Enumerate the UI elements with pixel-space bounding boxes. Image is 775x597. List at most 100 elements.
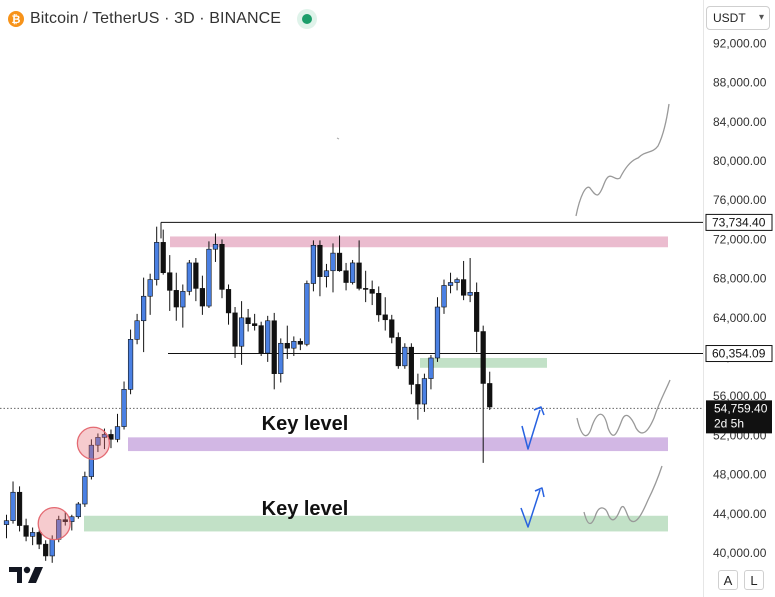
- candle-body: [95, 437, 101, 446]
- projection-arrow: [521, 409, 541, 450]
- key-level-label: Key level: [262, 413, 349, 435]
- candle-body: [23, 525, 29, 537]
- candle-body: [454, 279, 460, 283]
- candle-body: [323, 270, 330, 277]
- key-level-zone-lower: [84, 515, 668, 532]
- projection-arrow: [520, 489, 541, 528]
- candle-body: [460, 279, 467, 296]
- projection-path: [576, 379, 671, 437]
- candle-body: [447, 282, 454, 286]
- candle-body: [154, 242, 160, 280]
- candles-layer: [3, 226, 493, 563]
- candle-body: [441, 285, 447, 308]
- candle-body: [363, 288, 369, 290]
- candle-body: [160, 242, 166, 274]
- price-axis[interactable]: 40,000.0044,000.0048,000.0052,000.0056,0…: [705, 36, 773, 560]
- annotation-layer: Key level Key level: [37, 406, 545, 541]
- candle-body: [238, 317, 245, 347]
- candle-body: [206, 248, 212, 307]
- candle-body: [219, 244, 225, 290]
- candle-body: [225, 289, 232, 314]
- y-tick-label: 80,000.00: [713, 154, 767, 168]
- candle-body: [278, 342, 284, 374]
- chevron-down-icon: ▾: [758, 12, 764, 23]
- candle-body: [408, 346, 414, 385]
- arrow-head: [533, 406, 545, 416]
- candle-body: [245, 317, 251, 324]
- highlight-circle: [76, 426, 111, 460]
- candle-body: [30, 532, 36, 537]
- y-tick-label: 48,000.00: [713, 468, 767, 482]
- currency-select[interactable]: USDT ▾: [706, 6, 770, 30]
- candle-body: [88, 444, 94, 477]
- candle-body: [114, 426, 121, 440]
- market-open-dot-icon: [297, 9, 318, 29]
- candle-body: [467, 292, 473, 296]
- countdown-text: 2d 5h: [714, 416, 744, 430]
- current-price-text: 54,759.40: [714, 401, 768, 415]
- candle-body: [101, 434, 108, 438]
- candle-body: [75, 503, 81, 518]
- y-tick-label: 44,000.00: [713, 507, 767, 521]
- candle-body: [421, 378, 428, 405]
- candle-body: [147, 279, 153, 297]
- tradingview-logo[interactable]: [9, 566, 45, 584]
- candle-body: [167, 272, 173, 291]
- candle-body: [369, 289, 375, 294]
- arrow-head: [534, 487, 545, 498]
- candle-body: [480, 331, 486, 384]
- candle-body: [193, 262, 199, 289]
- projection-path: [583, 465, 663, 525]
- candle-body: [141, 295, 147, 322]
- symbol-header[interactable]: ₿ Bitcoin / TetherUS · 3D · BINANCE: [8, 8, 318, 30]
- candle-body: [121, 389, 127, 427]
- candle-body: [336, 252, 343, 272]
- auto-scale-button[interactable]: A: [718, 570, 738, 590]
- projection-path: [575, 103, 670, 217]
- candle-body: [297, 341, 303, 345]
- candle-body: [330, 252, 336, 272]
- symbol-title[interactable]: Bitcoin / TetherUS · 3D · BINANCE: [30, 10, 282, 27]
- y-tick-label: 92,000.00: [713, 36, 767, 50]
- candle-body: [36, 532, 42, 545]
- y-tick-label: 56,000.00: [713, 389, 767, 403]
- candle-body: [232, 312, 238, 347]
- candle-body: [395, 337, 401, 367]
- candle-body: [265, 320, 271, 354]
- candle-body: [271, 320, 277, 374]
- candle-body: [487, 383, 493, 408]
- candle-body: [252, 323, 258, 326]
- candle-body: [434, 306, 441, 359]
- candle-body: [402, 346, 408, 367]
- y-tick-label: 84,000.00: [713, 115, 767, 129]
- current-price-tag: [706, 400, 772, 434]
- candle-body: [284, 342, 290, 349]
- lines-layer: [0, 221, 703, 409]
- y-tick-label: 64,000.00: [713, 311, 767, 325]
- candle-body: [428, 357, 434, 379]
- candle-body: [134, 320, 140, 340]
- projection-sketch-layer: [336, 103, 671, 525]
- candle-body: [173, 290, 179, 308]
- key-level-zone-upper: [128, 437, 668, 452]
- candle-body: [49, 538, 55, 557]
- candle-body: [186, 262, 192, 292]
- candle-body: [376, 292, 382, 316]
- candle-body: [304, 283, 310, 345]
- y-tick-label: 40,000.00: [713, 546, 767, 560]
- price-tag: [705, 213, 773, 231]
- resistance-zone: [170, 236, 668, 248]
- candle-body: [258, 325, 264, 354]
- candle-body: [127, 339, 134, 390]
- currency-value: USDT: [713, 11, 746, 25]
- candle-body: [415, 384, 421, 405]
- log-scale-button[interactable]: L: [744, 570, 764, 590]
- y-tick-label: 68,000.00: [713, 272, 767, 286]
- candle-body: [291, 341, 297, 349]
- bitcoin-icon: ₿: [8, 11, 24, 27]
- candle-body: [180, 291, 186, 308]
- stray-mark: [336, 137, 340, 140]
- price-tag-text: 73,734.40: [712, 215, 766, 229]
- key-level-label: Key level: [262, 498, 349, 520]
